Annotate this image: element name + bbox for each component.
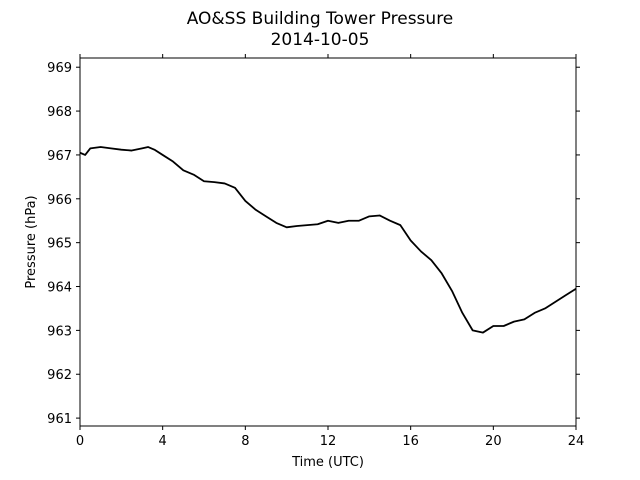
y-tick-label: 961 (47, 412, 72, 427)
x-tick-label: 12 (320, 434, 337, 449)
x-tick-label: 4 (159, 434, 167, 449)
y-axis-label: Pressure (hPa) (24, 195, 39, 288)
x-tick-label: 16 (402, 434, 419, 449)
y-tick-label: 964 (47, 281, 72, 296)
y-tick-label: 968 (47, 105, 72, 120)
y-tick-label: 963 (47, 324, 72, 339)
plot-frame (79, 57, 577, 427)
chart-subtitle: 2014-10-05 (271, 30, 370, 50)
chart-title: AO&SS Building Tower Pressure (187, 9, 454, 29)
x-tick-label: 20 (485, 434, 502, 449)
x-axis-label: Time (UTC) (291, 455, 364, 470)
x-tick-label: 8 (241, 434, 249, 449)
y-tick-label: 962 (47, 368, 72, 383)
x-tick-label: 0 (76, 434, 84, 449)
x-tick-label: 24 (568, 434, 585, 449)
pressure-line (79, 146, 577, 334)
y-tick-label: 969 (47, 61, 72, 76)
y-tick-label: 967 (47, 149, 72, 164)
y-tick-label: 966 (47, 193, 72, 208)
y-tick-label: 965 (47, 237, 72, 252)
